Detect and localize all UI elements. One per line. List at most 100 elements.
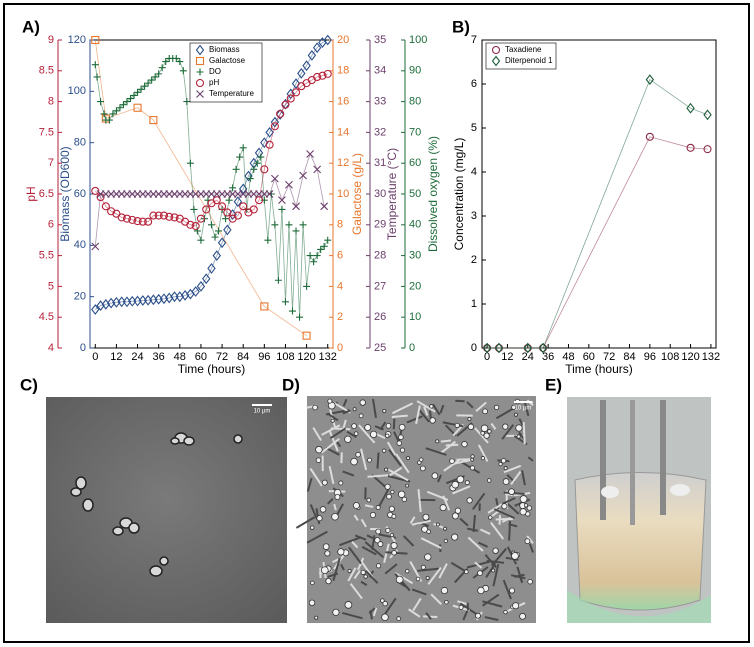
marker bbox=[154, 211, 163, 220]
x-tick-label: 36 bbox=[542, 351, 554, 363]
cell bbox=[509, 587, 516, 594]
y-tick-label: 30 bbox=[374, 188, 386, 200]
cell bbox=[315, 445, 323, 454]
marker bbox=[645, 132, 654, 141]
y-tick-label: 4 bbox=[337, 280, 343, 292]
y-tick-label: 28 bbox=[374, 250, 386, 262]
x-tick-label: 108 bbox=[661, 351, 679, 363]
hypha bbox=[457, 600, 468, 606]
hypha bbox=[366, 534, 374, 539]
cell bbox=[488, 515, 493, 520]
x-axis-title: Time (hours) bbox=[565, 362, 633, 376]
hypha bbox=[411, 588, 427, 596]
marker bbox=[191, 221, 200, 231]
marker bbox=[538, 342, 548, 354]
cell bbox=[308, 599, 316, 607]
hypha bbox=[328, 465, 335, 485]
y-tick-label: 5 bbox=[471, 122, 477, 134]
hypha bbox=[479, 528, 491, 535]
marker bbox=[191, 286, 200, 297]
cell bbox=[511, 404, 517, 410]
cell bbox=[424, 553, 432, 561]
marker bbox=[212, 250, 221, 261]
cell bbox=[420, 564, 426, 570]
x-tick-label: 36 bbox=[153, 351, 165, 363]
hypha bbox=[377, 487, 391, 508]
marker bbox=[306, 150, 314, 158]
x-tick-label: 96 bbox=[258, 351, 270, 363]
marker bbox=[271, 174, 279, 183]
y-tick-label: 100 bbox=[68, 85, 86, 97]
y-tick-label: 18 bbox=[337, 65, 349, 77]
y-tick-label: 0 bbox=[471, 342, 477, 354]
cell bbox=[464, 480, 470, 486]
hypha bbox=[417, 489, 422, 513]
y-tick-label: 30 bbox=[409, 250, 421, 262]
cell bbox=[526, 505, 533, 511]
x-tick-label: 60 bbox=[195, 351, 207, 363]
cell bbox=[449, 458, 455, 464]
cell bbox=[375, 505, 381, 511]
y-tick-label: 5.5 bbox=[39, 250, 54, 262]
hypha bbox=[526, 535, 534, 544]
y-tick-label: 3 bbox=[471, 210, 477, 222]
cell bbox=[398, 434, 404, 440]
marker bbox=[170, 213, 179, 222]
hypha bbox=[295, 516, 316, 529]
legend-label: Taxadiene bbox=[505, 45, 542, 54]
marker bbox=[703, 145, 712, 154]
marker bbox=[195, 44, 205, 56]
marker bbox=[291, 88, 301, 97]
cell bbox=[470, 454, 475, 459]
marker bbox=[306, 252, 314, 260]
marker bbox=[491, 45, 501, 55]
cell bbox=[380, 598, 385, 603]
hypha bbox=[490, 521, 505, 540]
cell bbox=[503, 609, 508, 615]
cell bbox=[498, 462, 503, 467]
marker bbox=[109, 110, 117, 118]
y-tick-label: 9 bbox=[48, 34, 54, 46]
cell bbox=[440, 586, 449, 595]
cell bbox=[325, 577, 332, 585]
cell bbox=[443, 538, 448, 544]
marker bbox=[179, 67, 187, 75]
y-tick-label: 34 bbox=[374, 65, 386, 77]
hypha bbox=[332, 557, 341, 582]
scale-label: 10 µm bbox=[254, 409, 271, 415]
cell bbox=[352, 501, 360, 509]
hypha bbox=[309, 504, 319, 520]
cell bbox=[398, 423, 406, 431]
cell bbox=[456, 475, 465, 484]
y-tick-label: 8 bbox=[337, 219, 343, 231]
marker bbox=[494, 342, 504, 354]
marker bbox=[190, 205, 198, 213]
marker bbox=[196, 281, 206, 292]
marker bbox=[127, 95, 134, 103]
hypha bbox=[452, 485, 471, 495]
y-tick-label: 7 bbox=[48, 157, 54, 169]
marker bbox=[186, 159, 194, 167]
cell bbox=[314, 615, 319, 620]
cell bbox=[338, 480, 344, 486]
cell bbox=[502, 423, 509, 430]
marker bbox=[117, 213, 126, 222]
hypha bbox=[353, 514, 359, 521]
marker bbox=[137, 85, 145, 93]
hypha bbox=[503, 464, 522, 474]
y-tick-label: 0 bbox=[337, 342, 343, 354]
marker bbox=[232, 165, 240, 173]
hypha bbox=[484, 616, 499, 621]
marker bbox=[291, 78, 301, 90]
x-axis-title: Time (hours) bbox=[178, 362, 246, 376]
marker bbox=[313, 165, 322, 174]
marker bbox=[686, 102, 695, 114]
y-tick-label: 6 bbox=[48, 219, 54, 231]
legend-label: Galactose bbox=[209, 56, 246, 65]
marker bbox=[172, 54, 180, 62]
cell bbox=[364, 424, 372, 431]
probe bbox=[660, 400, 666, 515]
marker bbox=[292, 227, 300, 235]
x-tick-label: 72 bbox=[603, 351, 615, 363]
hypha bbox=[411, 519, 431, 526]
